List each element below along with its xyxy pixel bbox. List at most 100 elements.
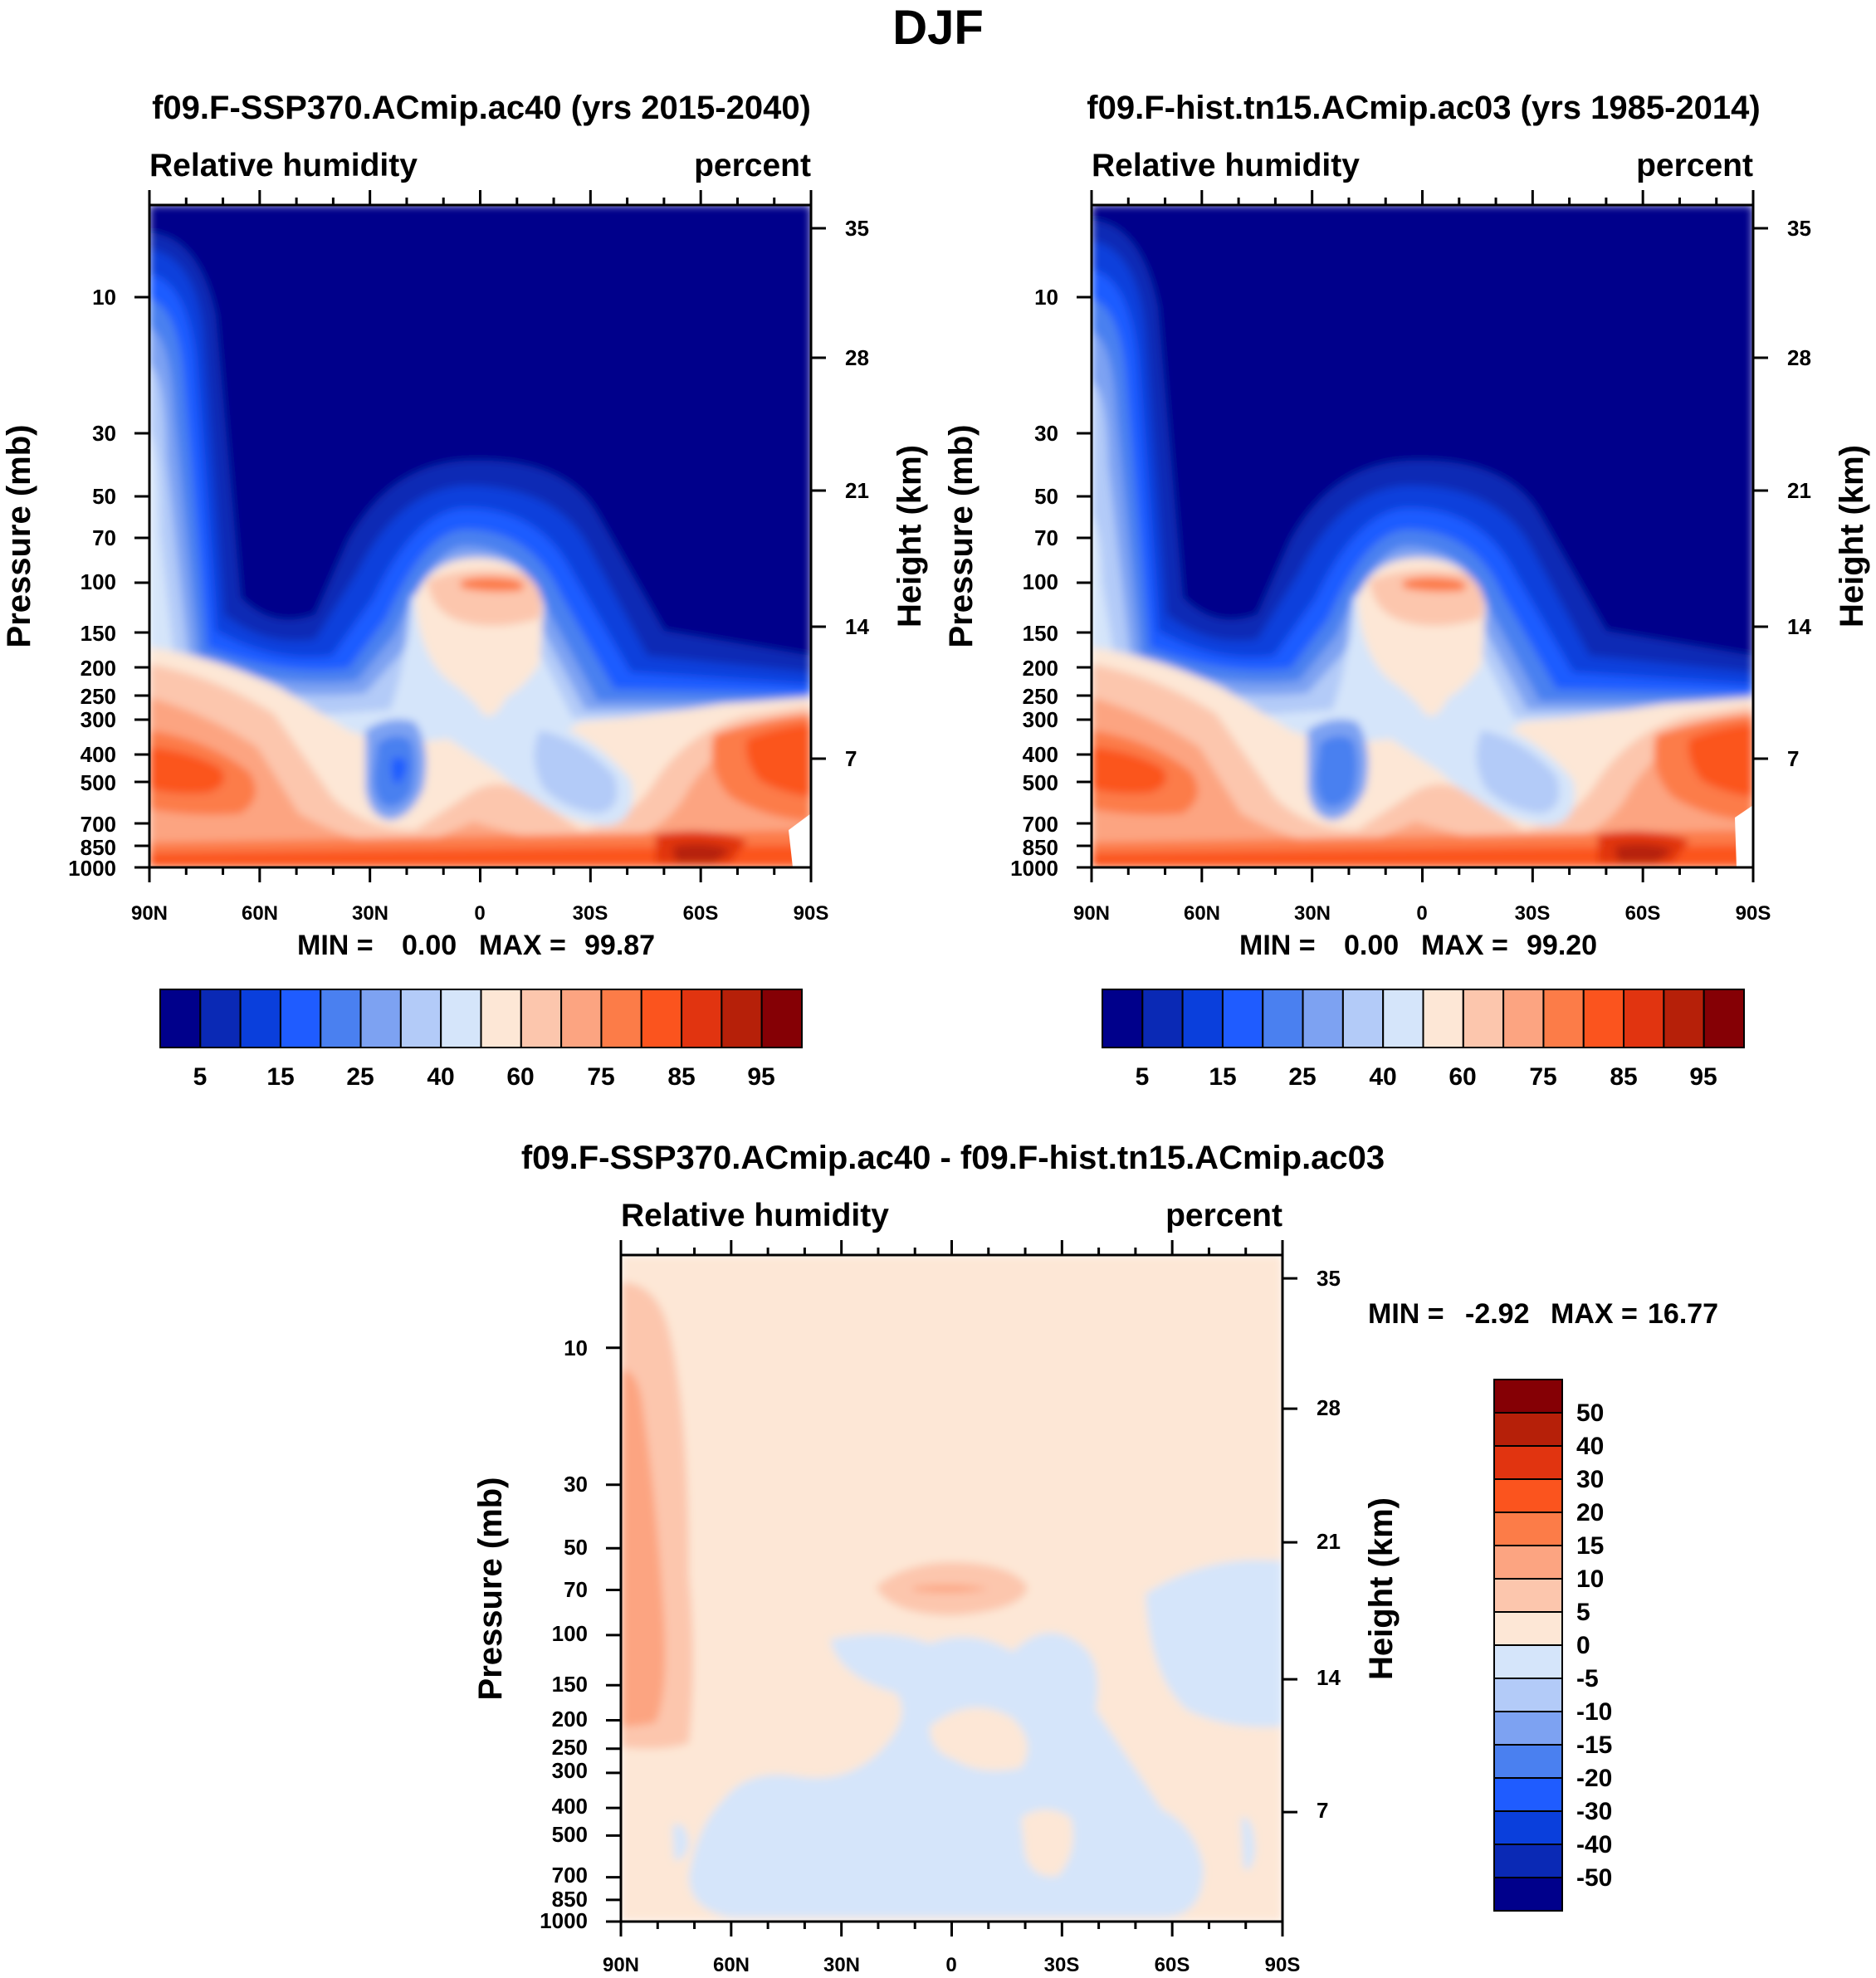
x-tick-label: 60S bbox=[683, 902, 719, 925]
colorbar-box bbox=[1663, 989, 1705, 1048]
colorbar-box bbox=[640, 989, 683, 1048]
colorbar-box bbox=[1502, 989, 1545, 1048]
y-right-tick-label: 7 bbox=[1787, 746, 1799, 771]
colorbar-box bbox=[359, 989, 402, 1048]
y-right-tick-label: 21 bbox=[1317, 1529, 1341, 1554]
colorbar-box bbox=[480, 989, 522, 1048]
colorbar-box bbox=[1493, 1810, 1563, 1845]
colorbar-label: -50 bbox=[1576, 1864, 1612, 1892]
colorbar-label: -30 bbox=[1576, 1798, 1612, 1825]
y-tick-label: 30 bbox=[1034, 421, 1058, 446]
y-tick-label: 150 bbox=[1023, 621, 1058, 646]
x-tick-label: 30S bbox=[1044, 1954, 1080, 1976]
y-tick-label: 200 bbox=[81, 656, 116, 681]
rh-field bbox=[149, 205, 811, 867]
min-value: 0.00 bbox=[1344, 930, 1399, 961]
y-tick-label: 850 bbox=[1023, 835, 1058, 860]
y-tick-labels: 10 30 50 70 100 150 200 250 300 400 500 … bbox=[540, 1336, 588, 1933]
y-right-axis-label: Height (km) bbox=[892, 445, 928, 628]
y-tick-label: 10 bbox=[1034, 285, 1058, 310]
y-tick-label: 30 bbox=[92, 421, 116, 446]
panel-ssp370: f09.F-SSP370.ACmip.ac40 (yrs 2015-2040) … bbox=[1, 90, 928, 1091]
colorbar-box bbox=[1493, 1512, 1563, 1546]
colorbar-box bbox=[1341, 989, 1385, 1048]
max-label: MAX = bbox=[1551, 1298, 1638, 1330]
y-right-tick-label: 35 bbox=[1317, 1266, 1341, 1291]
colorbar-box bbox=[440, 989, 482, 1048]
y-tick-label: 700 bbox=[81, 812, 116, 837]
x-tick-labels: 90N 60N 30N 0 30S 60S 90S bbox=[131, 902, 828, 925]
panel-title: f09.F-SSP370.ACmip.ac40 - f09.F-hist.tn1… bbox=[521, 1140, 1385, 1176]
left-string: Relative humidity bbox=[1092, 148, 1360, 183]
y-tick-label: 1000 bbox=[540, 1908, 588, 1933]
x-tick-label: 30N bbox=[1294, 902, 1331, 925]
axis-ticks bbox=[606, 1240, 1297, 1936]
min-label: MIN = bbox=[1368, 1298, 1444, 1330]
panel-hist: f09.F-hist.tn15.ACmip.ac03 (yrs 1985-201… bbox=[943, 90, 1870, 1091]
y-right-tick-label: 14 bbox=[1317, 1665, 1341, 1690]
y-right-tick-label: 28 bbox=[845, 345, 869, 370]
colorbar bbox=[1493, 1379, 1563, 1912]
y-right-axis-label: Height (km) bbox=[1363, 1497, 1400, 1680]
y-tick-label: 1000 bbox=[1010, 856, 1058, 881]
y-axis-label: Pressure (mb) bbox=[1, 425, 37, 648]
colorbar-box bbox=[721, 989, 763, 1048]
colorbar bbox=[159, 989, 803, 1048]
colorbar-label: 15 bbox=[266, 1063, 294, 1091]
axis-ticks bbox=[134, 190, 826, 882]
y-tick-label: 70 bbox=[1034, 525, 1058, 550]
x-tick-label: 90S bbox=[1736, 902, 1771, 925]
x-tick-label: 0 bbox=[1416, 902, 1427, 925]
y-tick-label: 300 bbox=[552, 1758, 588, 1783]
figure-title: DJF bbox=[892, 1, 984, 55]
colorbar-label: 20 bbox=[1576, 1499, 1604, 1526]
y-tick-label: 50 bbox=[92, 484, 116, 509]
y-tick-label: 850 bbox=[552, 1887, 588, 1912]
y-tick-labels: 10 30 50 70 100 150 200 250 300 400 500 … bbox=[68, 285, 116, 881]
y-tick-label: 400 bbox=[1023, 742, 1058, 767]
colorbar-box bbox=[1493, 1678, 1563, 1712]
y-right-tick-label: 7 bbox=[845, 746, 857, 771]
min-label: MIN = bbox=[297, 930, 374, 961]
y-tick-label: 700 bbox=[1023, 812, 1058, 837]
colorbar-label: 40 bbox=[1576, 1433, 1604, 1460]
colorbar-box bbox=[199, 989, 242, 1048]
x-tick-label: 30S bbox=[1515, 902, 1551, 925]
x-tick-labels: 90N 60N 30N 0 30S 60S 90S bbox=[603, 1954, 1300, 1976]
colorbar-label: -15 bbox=[1576, 1731, 1612, 1759]
max-value: 99.87 bbox=[584, 930, 655, 961]
y-tick-label: 200 bbox=[1023, 656, 1058, 681]
colorbar-label: -40 bbox=[1576, 1831, 1612, 1858]
y-right-tick-labels: 35 28 21 14 7 bbox=[845, 216, 869, 771]
y-tick-label: 100 bbox=[552, 1621, 588, 1646]
colorbar-label: 15 bbox=[1209, 1063, 1236, 1091]
y-tick-labels: 10 30 50 70 100 150 200 250 300 400 500 … bbox=[1010, 285, 1058, 881]
colorbar-label: 60 bbox=[1449, 1063, 1476, 1091]
panel-title: f09.F-SSP370.ACmip.ac40 (yrs 2015-2040) bbox=[152, 90, 811, 126]
y-right-tick-label: 28 bbox=[1787, 345, 1811, 370]
right-string: percent bbox=[694, 148, 811, 183]
colorbar-label: 40 bbox=[1369, 1063, 1396, 1091]
colorbar-box bbox=[1181, 989, 1224, 1048]
colorbar-box bbox=[1493, 1545, 1563, 1580]
y-right-tick-label: 14 bbox=[1787, 614, 1811, 639]
colorbar-box bbox=[760, 989, 803, 1048]
colorbar-box bbox=[399, 989, 442, 1048]
y-tick-label: 850 bbox=[81, 835, 116, 860]
colorbar-box bbox=[520, 989, 563, 1048]
colorbar-label: 85 bbox=[667, 1063, 695, 1091]
colorbar-box bbox=[1493, 1412, 1563, 1447]
colorbar-label: -20 bbox=[1576, 1765, 1612, 1792]
x-tick-label: 0 bbox=[474, 902, 485, 925]
y-tick-label: 100 bbox=[81, 569, 116, 594]
x-tick-label: 90S bbox=[1265, 1954, 1301, 1976]
colorbar-label: 60 bbox=[506, 1063, 534, 1091]
y-tick-label: 500 bbox=[552, 1822, 588, 1847]
colorbar-label: 95 bbox=[1689, 1063, 1717, 1091]
axis-ticks bbox=[1077, 190, 1768, 882]
y-tick-label: 100 bbox=[1023, 569, 1058, 594]
colorbar-label: 50 bbox=[1576, 1399, 1604, 1427]
y-tick-label: 10 bbox=[564, 1336, 588, 1360]
colorbar-box bbox=[1582, 989, 1625, 1048]
colorbar-label: 85 bbox=[1610, 1063, 1637, 1091]
